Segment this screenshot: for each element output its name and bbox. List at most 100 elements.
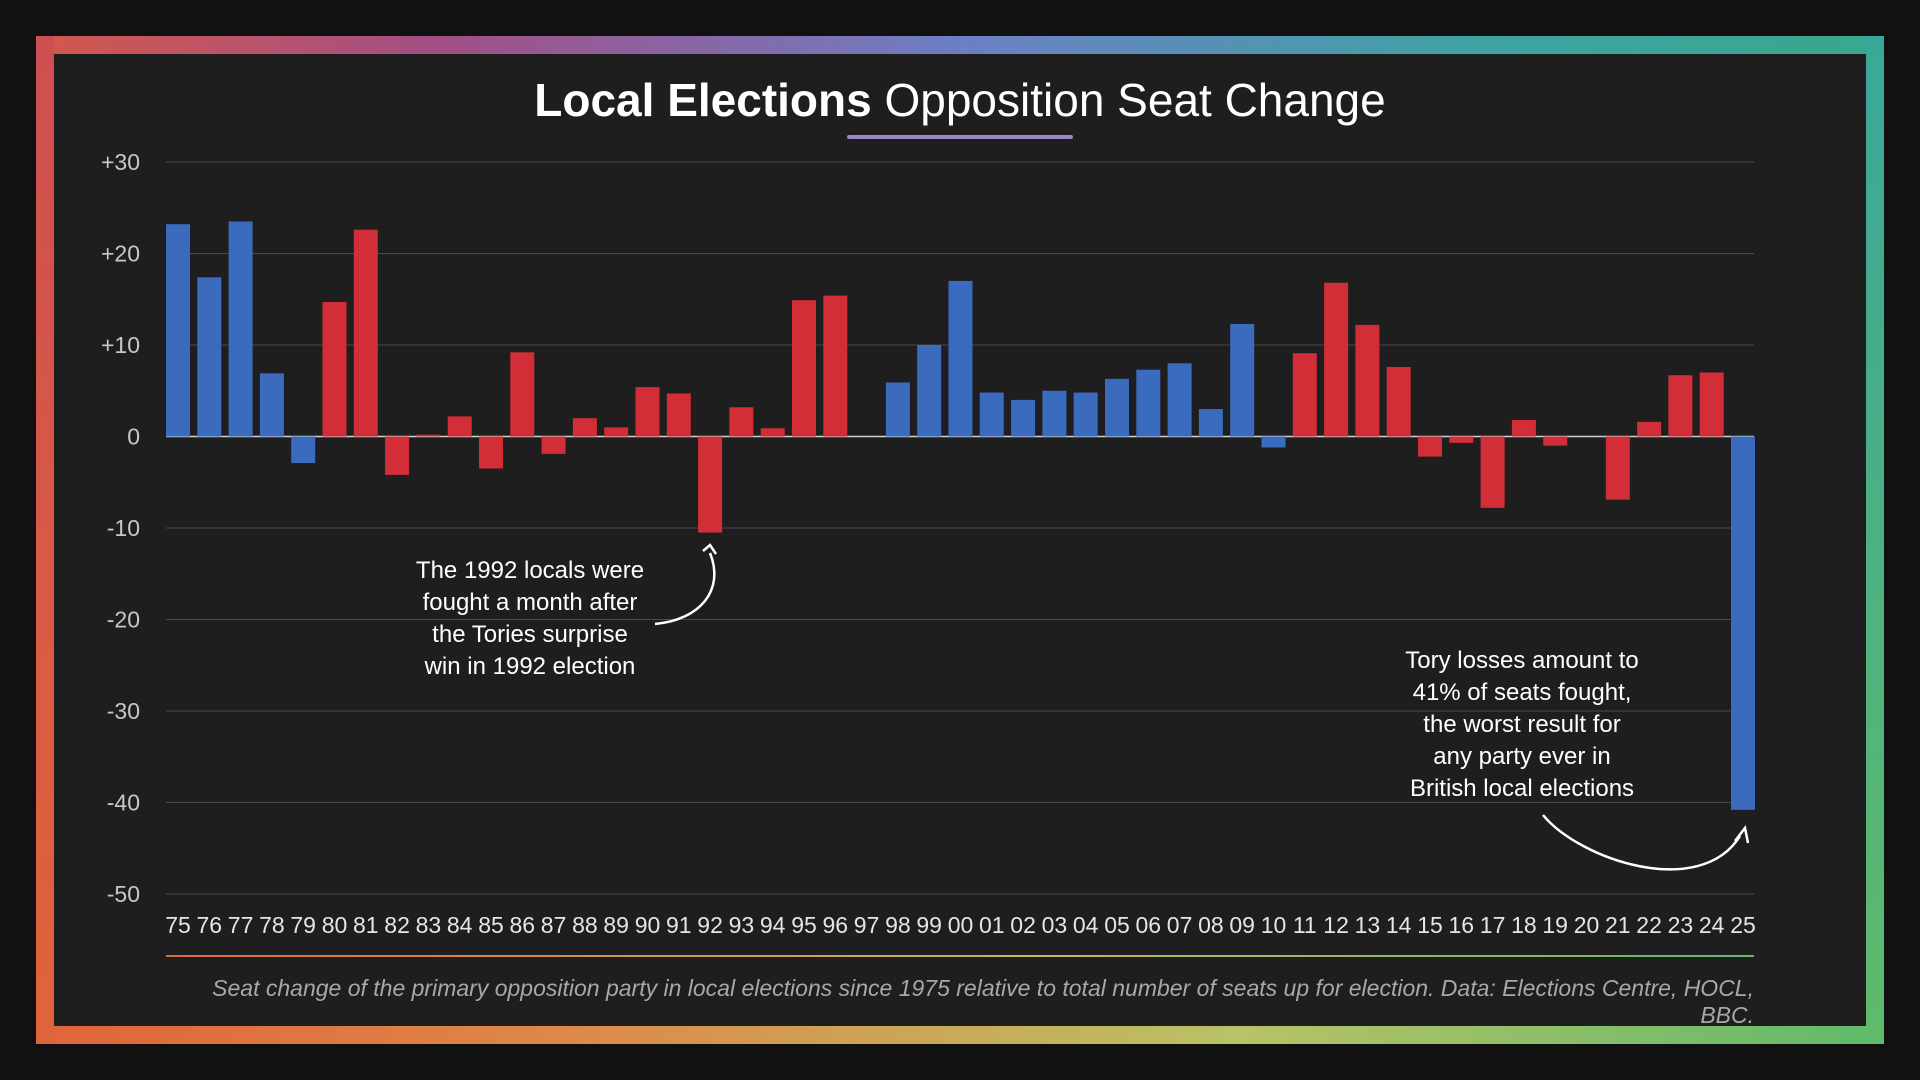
x-tick-label: 75	[165, 912, 191, 938]
bar	[1042, 390, 1067, 437]
bar	[979, 392, 1004, 437]
x-tick-label: 86	[510, 912, 536, 938]
x-tick-label: 01	[979, 912, 1005, 938]
annotation-1992-arrowhead	[702, 543, 718, 555]
bar	[1637, 421, 1662, 437]
bar	[1605, 436, 1630, 500]
x-tick-label: 06	[1136, 912, 1162, 938]
bar	[1355, 324, 1380, 437]
bar	[1011, 399, 1036, 437]
x-tick-label: 23	[1668, 912, 1694, 938]
x-tick-label: 85	[478, 912, 504, 938]
bar	[1543, 436, 1568, 446]
bar	[1511, 420, 1536, 437]
y-tick-label: -30	[107, 698, 140, 724]
annotation-2025-line: the worst result for	[1423, 711, 1621, 738]
bar	[510, 352, 535, 437]
bar	[1261, 436, 1286, 448]
annotation-1992-line: fought a month after	[422, 589, 638, 616]
annotation-2025-line: 41% of seats fought,	[1412, 679, 1632, 706]
x-tick-label: 78	[259, 912, 285, 938]
annotation-1992-line: the Tories surprise	[432, 621, 628, 648]
x-tick-label: 77	[228, 912, 254, 938]
annotation-2025-line: British local elections	[1409, 775, 1635, 802]
bar	[1386, 366, 1411, 437]
x-tick-label: 19	[1542, 912, 1568, 938]
chart-title: Local Elections Opposition Seat Change	[0, 70, 1920, 130]
x-tick-label: 76	[197, 912, 223, 938]
frame-right-edge	[1866, 36, 1884, 1044]
frame-bottom-edge	[36, 1026, 1884, 1044]
frame-left-edge	[36, 36, 54, 1044]
annotation-2025-arrow	[1542, 814, 1742, 871]
caption-divider	[166, 955, 1754, 957]
x-tick-label: 10	[1261, 912, 1287, 938]
x-tick-label: 18	[1511, 912, 1537, 938]
x-tick-label: 09	[1229, 912, 1255, 938]
annotation-1992-line: The 1992 locals were	[415, 557, 645, 584]
x-tick-label: 04	[1073, 912, 1099, 938]
bar	[1699, 372, 1724, 437]
bar	[1136, 369, 1161, 437]
bar	[541, 436, 566, 454]
x-tick-label: 95	[791, 912, 817, 938]
bar	[447, 416, 472, 437]
chart-panel	[54, 54, 1866, 1026]
bar	[1167, 363, 1192, 437]
bar	[948, 280, 973, 437]
y-tick-label: +30	[101, 149, 140, 175]
x-tick-label: 91	[666, 912, 692, 938]
bar	[792, 300, 816, 437]
x-tick-label: 79	[290, 912, 316, 938]
x-tick-label: 07	[1167, 912, 1193, 938]
y-tick-label: -20	[107, 607, 140, 633]
x-tick-label: 21	[1605, 912, 1631, 938]
x-tick-label: 03	[1042, 912, 1068, 938]
x-tick-label: 22	[1636, 912, 1662, 938]
bar	[1418, 436, 1442, 457]
x-tick-label: 93	[729, 912, 755, 938]
x-tick-label: 15	[1417, 912, 1443, 938]
annotation-1992: The 1992 locals were fought a month afte…	[380, 555, 680, 683]
annotation-1992-arrow	[654, 552, 716, 626]
x-tick-label: 87	[541, 912, 567, 938]
x-tick-label: 14	[1386, 912, 1412, 938]
bar	[1198, 409, 1223, 437]
bar	[416, 434, 441, 437]
bar	[1324, 282, 1349, 437]
x-tick-label: 99	[916, 912, 942, 938]
bar	[572, 418, 597, 437]
x-tick-label: 05	[1104, 912, 1130, 938]
bar	[385, 436, 410, 475]
bar	[1449, 436, 1474, 443]
bar	[885, 382, 910, 437]
x-tick-label: 97	[854, 912, 880, 938]
x-tick-label: 12	[1323, 912, 1349, 938]
annotation-2025: Tory losses amount to 41% of seats fough…	[1372, 645, 1672, 805]
bar	[291, 436, 316, 464]
x-tick-label: 02	[1010, 912, 1036, 938]
x-tick-label: 89	[603, 912, 629, 938]
x-tick-label: 08	[1198, 912, 1224, 938]
x-tick-label: 00	[948, 912, 974, 938]
bar	[1731, 436, 1755, 810]
y-tick-label: -40	[107, 790, 140, 816]
x-tick-label: 17	[1480, 912, 1506, 938]
bar	[635, 387, 660, 437]
y-tick-label: -50	[107, 881, 140, 907]
x-tick-label: 80	[322, 912, 348, 938]
bar	[760, 428, 785, 437]
bar	[166, 224, 190, 437]
bar	[729, 407, 754, 437]
x-tick-label: 84	[447, 912, 473, 938]
bar	[353, 229, 378, 437]
title-light: Opposition Seat Change	[884, 74, 1386, 126]
annotation-1992-line: win in 1992 election	[424, 653, 636, 680]
x-tick-label: 16	[1449, 912, 1475, 938]
x-tick-label: 11	[1293, 912, 1317, 938]
bar	[823, 295, 848, 437]
caption: Seat change of the primary opposition pa…	[212, 975, 1754, 1028]
x-tick-label: 88	[572, 912, 598, 938]
bar	[604, 427, 629, 437]
